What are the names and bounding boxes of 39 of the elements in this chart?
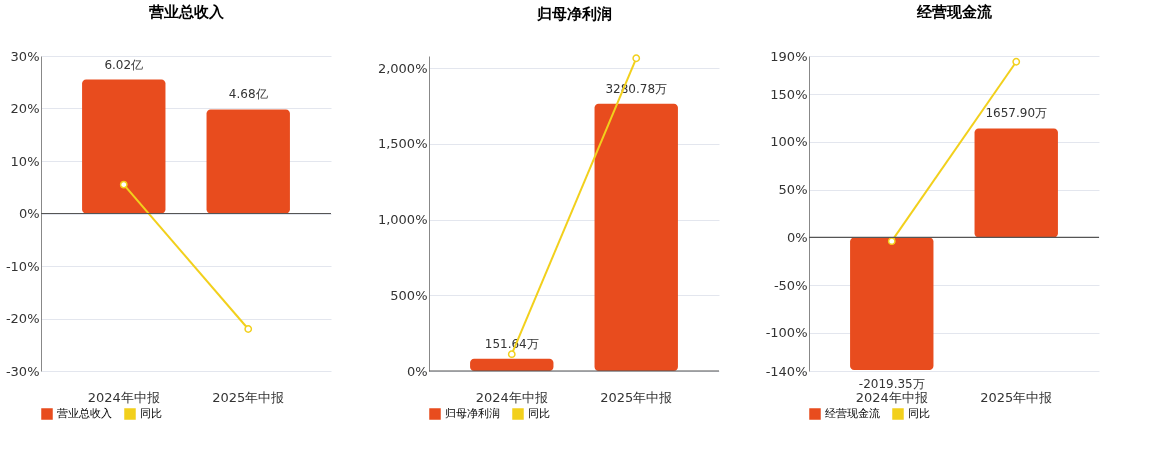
data-label: 1657.90万 — [985, 106, 1048, 121]
chart-title: 经营现金流 — [915, 3, 993, 21]
y-tick-label: 0% — [786, 229, 808, 245]
x-tick-label: 2025年中报 — [600, 389, 673, 405]
y-tick-label: 100% — [770, 134, 808, 150]
x-tick-label: 2025年中报 — [212, 389, 285, 405]
y-tick-label: -20% — [5, 311, 40, 326]
y-tick-label: 2,000% — [377, 60, 428, 76]
y-tick-label: 190% — [770, 48, 808, 64]
chart-title: 营业总收入 — [147, 3, 225, 21]
x-tick-label: 2024年中报 — [87, 389, 160, 405]
y-tick-label: -100% — [765, 325, 808, 341]
chart-title: 归母净利润 — [535, 5, 612, 24]
y-tick-label: -140% — [765, 363, 808, 379]
y-tick-label: 0% — [406, 363, 428, 379]
legend-label: 经营现金流 — [825, 407, 880, 420]
legend-label: 营业总收入 — [57, 407, 112, 420]
y-tick-label: 30% — [10, 48, 40, 64]
legend-label: 同比 — [528, 407, 550, 420]
legend-label: 同比 — [140, 407, 162, 420]
y-tick-label: -50% — [773, 277, 808, 293]
y-tick-label: 50% — [778, 182, 808, 198]
data-label: 4.68亿 — [228, 87, 268, 102]
legend-label: 归母净利润 — [445, 407, 500, 420]
y-tick-label: 1,000% — [377, 212, 428, 228]
legend-label: 同比 — [908, 407, 930, 420]
data-label: 6.02亿 — [104, 57, 144, 72]
x-tick-label: 2024年中报 — [475, 389, 548, 405]
data-label: -2019.35万 — [858, 377, 925, 392]
y-tick-label: 20% — [10, 101, 40, 116]
x-tick-label: 2024年中报 — [855, 389, 928, 405]
y-tick-label: 500% — [390, 287, 428, 303]
y-tick-label: 0% — [18, 206, 40, 221]
y-tick-label: 10% — [10, 153, 40, 169]
x-tick-label: 2025年中报 — [980, 389, 1053, 405]
y-tick-label: -30% — [5, 363, 40, 379]
y-tick-label: -10% — [5, 258, 40, 274]
y-tick-label: 150% — [770, 86, 808, 102]
y-tick-label: 1,500% — [377, 136, 428, 152]
